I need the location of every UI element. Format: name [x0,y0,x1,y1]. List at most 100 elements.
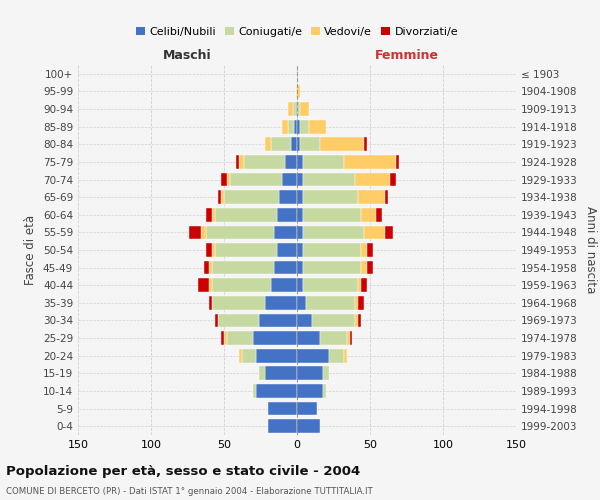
Bar [376,208,382,222]
Bar [297,349,329,362]
Bar [297,138,300,151]
Bar [212,208,215,222]
Bar [297,120,300,134]
Bar [277,208,297,222]
Bar [391,172,396,186]
Bar [347,331,350,345]
Bar [297,190,303,204]
Bar [239,349,242,362]
Bar [344,349,347,362]
Bar [286,155,297,169]
Bar [283,120,288,134]
Bar [297,384,323,398]
Bar [283,172,297,186]
Bar [253,384,256,398]
Bar [364,226,385,239]
Bar [259,366,265,380]
Bar [206,208,212,222]
Bar [308,120,326,134]
Bar [297,226,303,239]
Bar [259,314,297,328]
Bar [206,243,212,257]
Bar [367,260,373,274]
Bar [367,243,373,257]
Bar [311,314,355,328]
Bar [303,190,358,204]
Bar [361,243,367,257]
Y-axis label: Fasce di età: Fasce di età [25,215,37,285]
Bar [293,102,296,116]
Bar [212,278,271,292]
Bar [215,314,218,328]
Bar [297,366,323,380]
Bar [344,155,396,169]
Text: Maschi: Maschi [163,50,212,62]
Bar [350,331,352,345]
Bar [288,102,293,116]
Bar [221,331,224,345]
Bar [306,296,355,310]
Bar [358,190,385,204]
Bar [297,331,320,345]
Bar [218,190,221,204]
Bar [303,172,355,186]
Bar [189,226,200,239]
Bar [303,226,364,239]
Bar [303,260,361,274]
Bar [280,190,297,204]
Bar [358,278,361,292]
Bar [361,208,376,222]
Bar [297,278,303,292]
Bar [236,155,239,169]
Bar [364,138,367,151]
Bar [355,314,358,328]
Bar [209,296,212,310]
Bar [209,260,212,274]
Bar [355,296,358,310]
Bar [297,420,320,433]
Text: Popolazione per età, sesso e stato civile - 2004: Popolazione per età, sesso e stato civil… [6,464,360,477]
Bar [396,155,399,169]
Bar [206,226,274,239]
Bar [358,296,364,310]
Bar [221,172,227,186]
Bar [303,278,358,292]
Bar [274,260,297,274]
Bar [271,278,297,292]
Bar [385,226,394,239]
Bar [230,172,283,186]
Bar [227,331,253,345]
Bar [215,243,277,257]
Bar [296,84,297,98]
Bar [361,260,367,274]
Bar [288,120,294,134]
Bar [218,314,259,328]
Y-axis label: Anni di nascita: Anni di nascita [584,206,597,294]
Bar [303,155,344,169]
Bar [271,138,291,151]
Bar [265,138,271,151]
Bar [297,172,303,186]
Text: COMUNE DI BERCETO (PR) - Dati ISTAT 1° gennaio 2004 - Elaborazione TUTTITALIA.IT: COMUNE DI BERCETO (PR) - Dati ISTAT 1° g… [6,487,373,496]
Bar [212,260,274,274]
Bar [256,349,297,362]
Bar [221,190,224,204]
Bar [323,366,329,380]
Text: Femmine: Femmine [374,50,439,62]
Bar [320,138,364,151]
Bar [239,155,244,169]
Bar [268,402,297,415]
Bar [209,278,212,292]
Bar [265,296,297,310]
Bar [224,331,227,345]
Bar [385,190,388,204]
Bar [297,243,303,257]
Bar [361,278,367,292]
Bar [297,402,317,415]
Bar [256,384,297,398]
Bar [212,296,265,310]
Bar [358,314,361,328]
Bar [200,226,206,239]
Bar [300,120,308,134]
Bar [323,384,326,398]
